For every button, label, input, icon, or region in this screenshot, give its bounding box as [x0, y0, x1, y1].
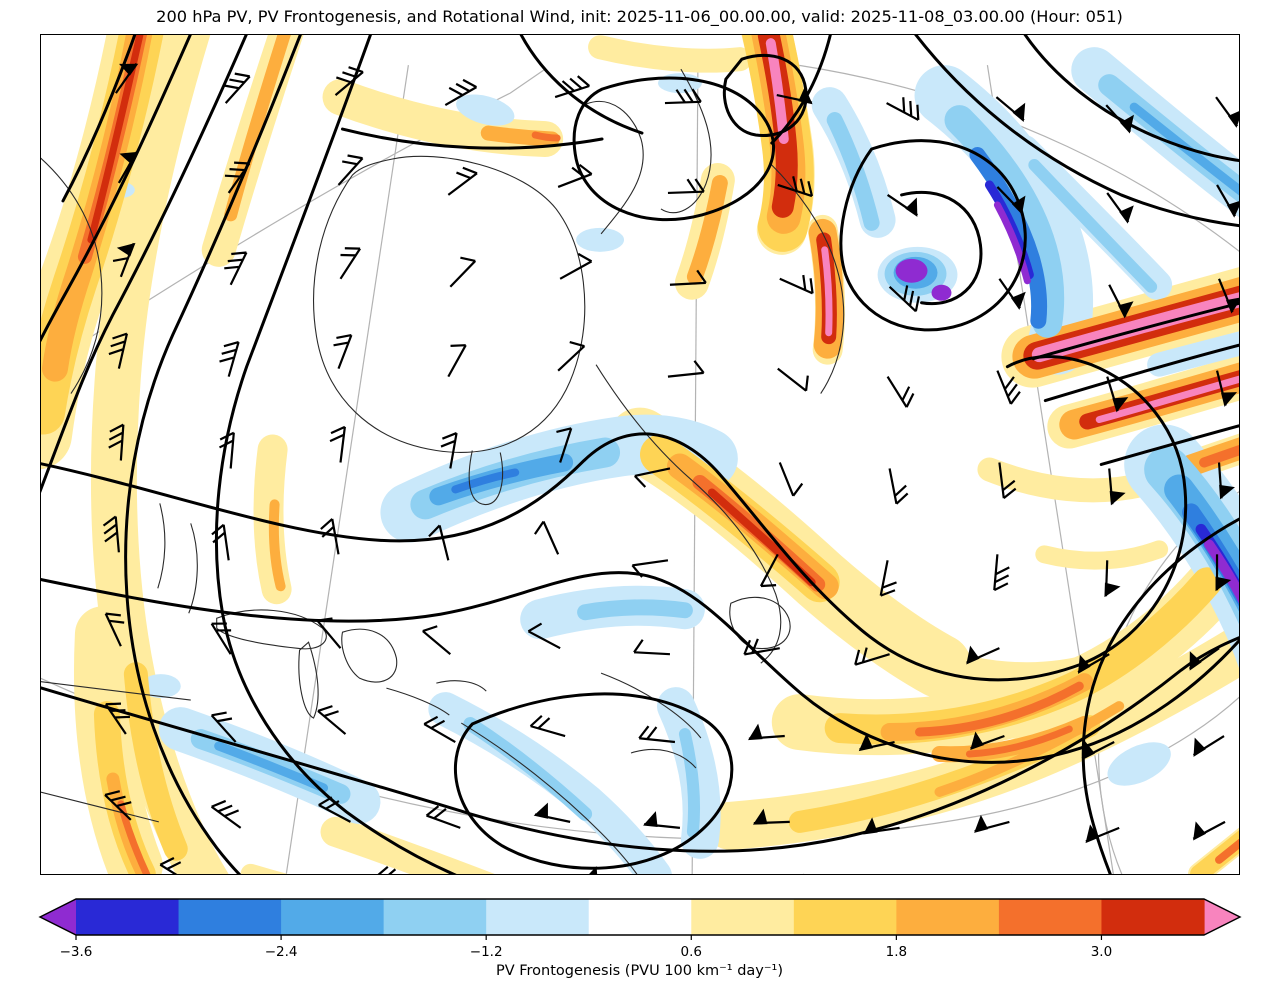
- colorbar-tick-label: −2.4: [265, 944, 298, 960]
- colorbar-segment: [793, 899, 897, 935]
- colorbar-segment: [998, 899, 1103, 935]
- colorbar-outline: [38, 898, 1242, 936]
- colorbar-segment: [588, 899, 692, 935]
- colorbar-tick-label: 0.6: [681, 944, 702, 960]
- colorbar-segment: [486, 899, 590, 935]
- colorbar-under-arrow: [40, 899, 76, 935]
- map-frame: [40, 34, 1240, 875]
- map-plot: [41, 35, 1239, 874]
- colorbar-segment: [1101, 899, 1205, 935]
- colorbar-tick-label: 1.8: [886, 944, 907, 960]
- colorbar-tick-label: −1.2: [470, 944, 503, 960]
- colorbar-segment: [896, 899, 1000, 935]
- colorbar-segment: [76, 899, 180, 935]
- colorbar-label: PV Frontogenesis (PVU 100 km⁻¹ day⁻¹): [495, 963, 784, 979]
- coastline-layer: [41, 68, 845, 874]
- colorbar: −3.6 −2.4 −1.2 0.6 1.8 3.0: [38, 898, 1242, 960]
- colorbar-over-arrow: [1204, 899, 1240, 935]
- colorbar-tick-label: 3.0: [1091, 944, 1112, 960]
- colorbar-tick-label: −3.6: [60, 944, 93, 960]
- colorbar-segment: [281, 899, 385, 935]
- colorbar-segment: [383, 899, 487, 935]
- colorbar-segment: [691, 899, 795, 935]
- chart-title: 200 hPa PV, PV Frontogenesis, and Rotati…: [156, 7, 1123, 26]
- pv-contour-layer: [41, 35, 1239, 874]
- colorbar-segment: [178, 899, 282, 935]
